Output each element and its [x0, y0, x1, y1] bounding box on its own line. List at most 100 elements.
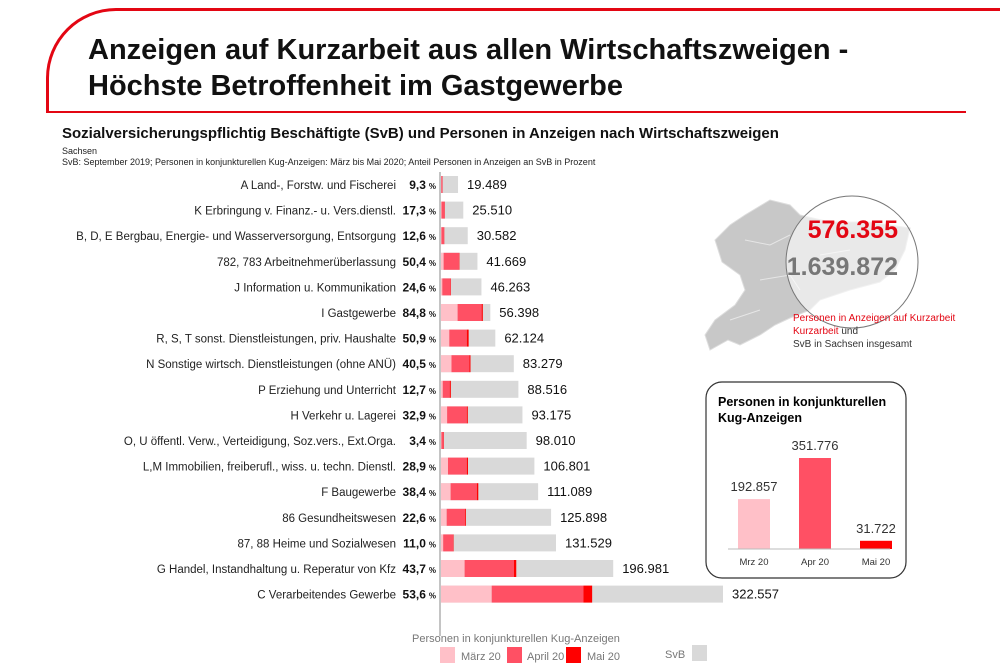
note-gray: SvB in Sachsen insgesamt [793, 339, 912, 350]
svb-total: 1.639.872 [787, 253, 898, 281]
region-label: Sachsen [62, 146, 98, 156]
kug-bar-april [464, 560, 515, 577]
pct-label: 24,6% [403, 280, 436, 294]
legend-swatch-maerz [440, 647, 455, 663]
category-label: L,M Immobilien, freiberufl., wiss. u. te… [143, 462, 396, 474]
pct-label: 3,4% [409, 434, 436, 448]
kug-bar-maerz [441, 278, 443, 296]
monthly-bar [799, 458, 831, 549]
svb-value-label: 93.175 [531, 407, 571, 422]
kug-bar-maerz [441, 457, 448, 475]
legend-title: Personen in konjunkturellen Kug-Anzeigen [412, 633, 620, 645]
kug-bar-mai [466, 457, 468, 475]
pct-label: 43,7% [403, 562, 436, 576]
legend-maerz: März 20 [461, 651, 501, 663]
svb-bar [441, 227, 468, 245]
kug-bar-maerz [441, 252, 444, 270]
svb-value-label: 62.124 [504, 331, 544, 346]
kug-bar-april [443, 252, 459, 270]
kug-bar-mai [469, 355, 471, 373]
category-label: 87, 88 Heime und Sozialwesen [237, 538, 396, 550]
pct-label: 38,4% [403, 485, 436, 499]
kug-bar-april [441, 227, 445, 245]
svb-value-label: 19.489 [467, 177, 507, 192]
pct-label: 28,9% [403, 460, 436, 474]
kug-bar-april [450, 483, 477, 501]
svb-value-label: 30.582 [477, 228, 517, 243]
category-label: F Baugewerbe [321, 487, 396, 499]
page-title: Anzeigen auf Kurzarbeit aus allen Wirtsc… [88, 34, 849, 102]
svb-bar [441, 278, 482, 296]
svb-value-label: 131.529 [565, 535, 612, 550]
kug-bar-maerz [441, 585, 492, 603]
svb-bar [441, 201, 464, 219]
kug-bar-maerz [441, 483, 451, 501]
monthly-title-1: Personen in konjunkturellen [718, 395, 886, 409]
chart-title: Sozialversicherungspflichtig Beschäftigt… [62, 125, 779, 142]
kug-bar-mai [514, 560, 517, 577]
legend-swatch-mai [566, 647, 581, 663]
kug-bar-april [442, 278, 451, 296]
pct-label: 9,3% [409, 178, 436, 192]
kug-bar-mai [583, 585, 593, 603]
pct-label: 50,9% [403, 332, 436, 346]
category-label: P Erziehung und Unterricht [258, 385, 397, 397]
svb-value-label: 322.557 [732, 587, 779, 602]
svb-value-label: 196.981 [622, 561, 669, 576]
category-label: O, U öffentl. Verw., Verteidigung, Soz.v… [124, 436, 396, 448]
legend-swatch-svb [692, 645, 707, 661]
kug-bar-april [442, 380, 450, 398]
legend-april: April 20 [527, 651, 564, 663]
category-label: G Handel, Instandhaltung u. Reperatur vo… [157, 564, 396, 576]
pct-label: 22,6% [403, 511, 436, 525]
category-label: A Land-, Forstw. und Fischerei [241, 180, 396, 192]
kug-bar-maerz [441, 201, 442, 219]
kug-bar-april [451, 355, 470, 373]
pct-label: 12,6% [403, 229, 436, 243]
svb-bar [441, 534, 556, 552]
svb-value-label: 111.089 [547, 484, 592, 499]
note-line2: Kurzarbeit und [793, 326, 858, 337]
monthly-value-label: 192.857 [731, 479, 778, 494]
svb-value-label: 41.669 [486, 254, 526, 269]
kug-bar-april [447, 457, 467, 475]
kug-bar-maerz [441, 560, 465, 577]
pct-label: 84,8% [403, 306, 436, 320]
svb-value-label: 46.263 [490, 279, 530, 294]
category-label: C Verarbeitendes Gewerbe [257, 590, 396, 602]
category-label: 86 Gesundheitswesen [282, 513, 396, 525]
summary-circle [785, 195, 919, 329]
kug-bar-april [443, 534, 454, 552]
svb-bar [441, 380, 519, 398]
category-label: R, S, T sonst. Dienstleistungen, priv. H… [156, 334, 396, 346]
category-label: H Verkehr u. Lagerei [291, 410, 396, 422]
monthly-category-label: Mai 20 [862, 557, 891, 568]
kug-bar-mai [481, 304, 483, 321]
kug-bar-april [446, 508, 466, 526]
pct-label: 40,5% [403, 357, 436, 371]
svb-value-label: 83.279 [523, 356, 563, 371]
category-label: K Erbringung v. Finanz.- u. Vers.dienstl… [194, 206, 396, 218]
monthly-value-label: 351.776 [792, 438, 839, 453]
svb-value-label: 106.801 [543, 459, 590, 474]
kug-bar-april [491, 585, 584, 603]
kug-bar-mai [466, 329, 469, 347]
category-label: N Sonstige wirtsch. Dienstleistungen (oh… [146, 359, 396, 371]
svb-value-label: 56.398 [499, 305, 539, 320]
header-frame [46, 8, 1000, 112]
category-label: I Gastgewerbe [321, 308, 396, 320]
pct-label: 11,0% [403, 536, 436, 550]
kug-bar-maerz [441, 406, 448, 424]
pct-label: 50,4% [403, 255, 436, 269]
kug-bar-maerz [441, 329, 450, 347]
monthly-bar [860, 540, 892, 549]
legend-mai: Mai 20 [587, 651, 620, 663]
kug-bar-mai [449, 380, 451, 398]
header-divider [46, 111, 966, 113]
kug-bar-maerz [441, 355, 452, 373]
pct-label: 17,3% [403, 204, 436, 218]
monthly-value-label: 31.722 [856, 521, 896, 536]
svb-bar [441, 176, 459, 193]
legend-swatch-april [507, 647, 522, 663]
